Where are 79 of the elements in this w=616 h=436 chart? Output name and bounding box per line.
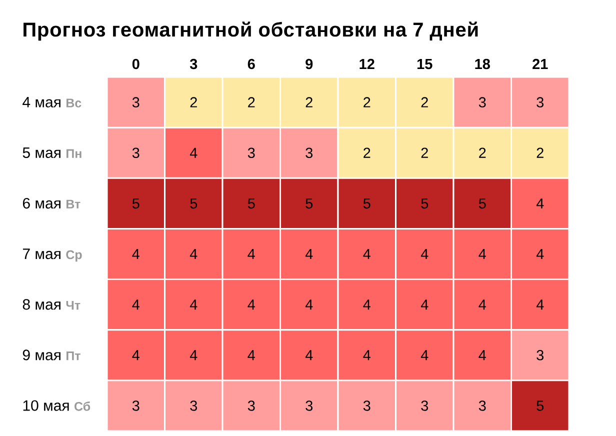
data-label: 5 bbox=[421, 198, 428, 209]
data-label: 2 bbox=[421, 97, 428, 108]
y-tick-label: 4 мая bbox=[22, 96, 60, 108]
data-label: 4 bbox=[248, 300, 255, 310]
data-label: 2 bbox=[248, 97, 255, 108]
data-label: 3 bbox=[363, 400, 370, 411]
data-label: 3 bbox=[248, 400, 255, 411]
data-label: 4 bbox=[190, 249, 198, 259]
data-label: 4 bbox=[248, 350, 255, 360]
y2-tick-label: Ср bbox=[66, 250, 82, 262]
x-tick-label: 6 bbox=[248, 58, 255, 70]
data-label: 5 bbox=[190, 198, 198, 209]
data-label: 5 bbox=[132, 198, 140, 209]
data-label: 3 bbox=[248, 148, 255, 158]
data-label: 4 bbox=[305, 300, 313, 310]
data-label: 4 bbox=[420, 249, 428, 259]
data-label: 4 bbox=[536, 300, 544, 310]
x-tick-label: 9 bbox=[306, 58, 313, 70]
y2-tick-label: Вт bbox=[66, 200, 80, 208]
data-label: 3 bbox=[306, 148, 313, 158]
y-tick-label: 10 мая bbox=[23, 400, 69, 411]
data-label: 4 bbox=[363, 249, 370, 259]
data-label: 2 bbox=[306, 97, 312, 108]
data-label: 5 bbox=[248, 198, 255, 209]
data-label: 4 bbox=[536, 198, 544, 208]
data-label: 4 bbox=[478, 300, 486, 310]
data-label: 4 bbox=[190, 300, 198, 310]
data-label: 5 bbox=[536, 400, 544, 411]
x-tick-label: 12 bbox=[360, 58, 374, 70]
data-label: 4 bbox=[305, 350, 313, 360]
data-label: 4 bbox=[305, 249, 313, 259]
data-label: 4 bbox=[132, 249, 140, 259]
data-label: 4 bbox=[363, 350, 370, 360]
y2-tick-label: Пн bbox=[66, 149, 82, 158]
y2-tick-label: Вс bbox=[66, 98, 82, 108]
data-label: 4 bbox=[478, 350, 486, 360]
x-tick-label: 3 bbox=[190, 58, 198, 70]
data-label: 3 bbox=[536, 350, 544, 360]
data-label: 4 bbox=[132, 300, 140, 310]
data-label: 4 bbox=[190, 350, 198, 360]
chart-title: Прогноз геомагнитной обстановки на 7 дней bbox=[24, 22, 478, 41]
data-label: 4 bbox=[248, 249, 255, 259]
data-label: 3 bbox=[478, 400, 486, 411]
data-label: 3 bbox=[478, 97, 486, 108]
data-label: 4 bbox=[536, 249, 544, 259]
data-label: 4 bbox=[132, 350, 140, 360]
data-label: 4 bbox=[420, 350, 428, 360]
y2-tick-label: Пт bbox=[66, 352, 80, 360]
data-label: 4 bbox=[363, 300, 370, 310]
data-label: 3 bbox=[306, 400, 313, 411]
data-label: 2 bbox=[421, 148, 428, 158]
y2-tick-label: Чт bbox=[66, 300, 80, 310]
y-tick-label: 6 мая bbox=[22, 198, 60, 209]
data-label: 5 bbox=[363, 198, 370, 209]
y2-tick-label: Сб bbox=[74, 402, 90, 411]
data-label: 2 bbox=[364, 148, 370, 158]
y-tick-label: 7 мая bbox=[22, 248, 60, 260]
data-label: 2 bbox=[536, 148, 544, 158]
data-label: 5 bbox=[306, 198, 313, 209]
data-label: 3 bbox=[421, 400, 428, 411]
data-label: 3 bbox=[132, 400, 140, 411]
y-tick-label: 5 мая bbox=[22, 148, 60, 158]
x-tick-label: 21 bbox=[532, 58, 548, 70]
x-tick-label: 18 bbox=[475, 58, 490, 70]
data-label: 2 bbox=[364, 97, 370, 108]
y-tick-label: 9 мая bbox=[22, 350, 60, 360]
data-label: 5 bbox=[478, 198, 486, 209]
data-label: 3 bbox=[132, 148, 140, 158]
data-label: 4 bbox=[420, 300, 428, 310]
x-tick-label: 15 bbox=[417, 59, 432, 70]
data-label: 4 bbox=[190, 148, 198, 158]
data-label: 4 bbox=[478, 249, 486, 259]
data-label: 2 bbox=[479, 148, 486, 158]
data-label: 2 bbox=[190, 97, 197, 108]
data-label: 3 bbox=[536, 97, 544, 108]
data-label: 3 bbox=[190, 400, 198, 411]
y-tick-label: 8 мая bbox=[22, 299, 60, 310]
data-label: 3 bbox=[132, 97, 140, 108]
x-tick-label: 0 bbox=[132, 58, 140, 70]
